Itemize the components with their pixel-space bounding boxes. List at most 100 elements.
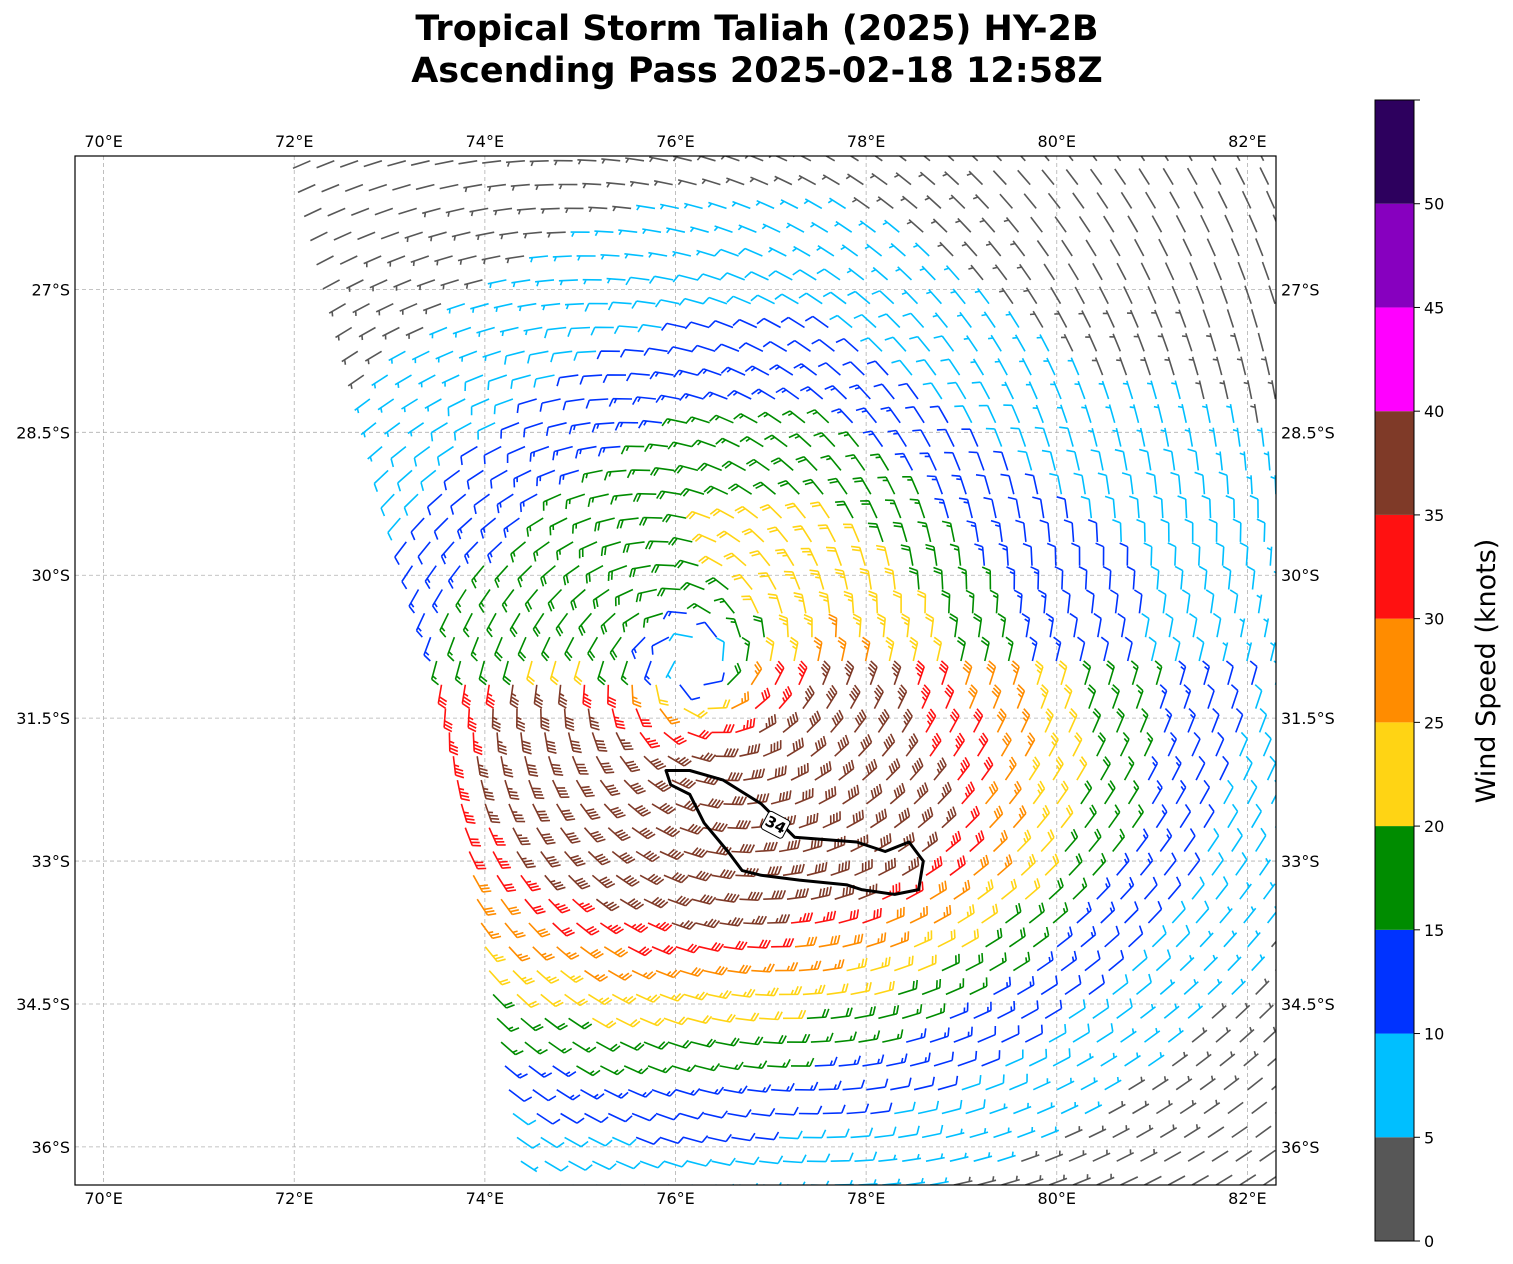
- wind-barb: [1025, 1175, 1044, 1185]
- wind-barb: [568, 1160, 593, 1171]
- wind-barb: [739, 891, 764, 901]
- wind-barb: [600, 541, 622, 557]
- wind-barb: [1172, 636, 1181, 662]
- wind-barb: [824, 385, 848, 400]
- wind-barb: [415, 612, 426, 638]
- wind-barb: [677, 179, 697, 186]
- wind-barb: [1096, 192, 1109, 209]
- wind-barb: [842, 784, 860, 805]
- wind-barb: [614, 588, 634, 607]
- wind-barb: [1247, 1077, 1264, 1091]
- wind-barb: [1263, 618, 1270, 638]
- wind-barb: [573, 350, 597, 361]
- wind-barb: [902, 312, 925, 329]
- wind-barb: [1200, 214, 1210, 233]
- wind-barb: [790, 762, 809, 781]
- wind-barb: [731, 573, 753, 591]
- wind-barb: [905, 733, 919, 757]
- wind-barb: [846, 1103, 870, 1115]
- wind-barb: [1016, 829, 1032, 853]
- wind-barb: [597, 445, 621, 457]
- wind-barb: [463, 279, 483, 289]
- wind-barb: [752, 615, 765, 638]
- wind-barb: [938, 660, 949, 686]
- wind-barb: [950, 288, 966, 305]
- wind-barb: [542, 493, 562, 511]
- wind-barb: [843, 590, 855, 614]
- wind-barb: [1040, 684, 1049, 709]
- wind-barb: [1215, 1174, 1233, 1185]
- wind-barb: [679, 823, 705, 835]
- wind-barb: [551, 779, 570, 799]
- wind-barb: [1116, 998, 1133, 1019]
- wind-barb: [768, 156, 788, 162]
- wind-barb: [509, 612, 521, 638]
- wind-barb: [969, 830, 985, 853]
- wind-barb: [1088, 1125, 1107, 1139]
- wind-barb: [814, 1056, 838, 1067]
- wind-barb: [767, 593, 783, 614]
- wind-barb: [533, 374, 555, 388]
- wind-barb: [1085, 589, 1095, 614]
- wind-barb: [897, 684, 908, 709]
- wind-barb: [499, 326, 519, 337]
- wind-barb: [1041, 449, 1057, 471]
- wind-barb: [1024, 1024, 1043, 1043]
- wind-barb: [663, 731, 687, 746]
- wind-barb: [1259, 1002, 1274, 1019]
- wind-barb: [1258, 708, 1268, 733]
- wind-barb: [850, 982, 872, 996]
- wind-barb: [612, 205, 632, 212]
- wind-barb: [961, 1075, 982, 1091]
- wind-barb: [1140, 1148, 1158, 1162]
- wind-barb: [591, 732, 608, 752]
- wind-barb: [1040, 1126, 1060, 1139]
- wind-barb: [1246, 642, 1253, 662]
- wind-barb: [901, 708, 913, 733]
- wind-barb: [661, 513, 687, 523]
- wind-barb: [596, 350, 620, 360]
- wind-barb: [595, 898, 620, 912]
- wind-barb: [665, 660, 676, 680]
- wind-barb: [962, 660, 973, 686]
- wind-barb: [635, 588, 657, 603]
- wind-barb: [394, 541, 407, 565]
- wind-barb: [933, 757, 947, 781]
- wind-barb: [957, 757, 971, 781]
- wind-barb: [1136, 427, 1146, 447]
- wind-barb: [1013, 589, 1023, 614]
- wind-barb: [1175, 1075, 1193, 1091]
- wind-barb: [716, 637, 725, 662]
- wind-barb: [1239, 731, 1249, 757]
- wind-barb: [310, 231, 328, 242]
- wind-barb: [985, 1074, 1005, 1091]
- wind-barb: [1201, 495, 1212, 519]
- wind-barb: [787, 1181, 806, 1185]
- wind-barb: [568, 874, 591, 890]
- wind-barb: [1068, 1150, 1087, 1162]
- wind-barb: [1144, 1175, 1162, 1185]
- wind-barb: [913, 930, 933, 948]
- wind-barb: [884, 567, 896, 590]
- wind-barb: [1273, 660, 1276, 685]
- colorbar-tick-8: 40: [1424, 402, 1444, 421]
- wind-barb: [443, 469, 461, 491]
- wind-barb: [552, 255, 572, 262]
- wind-barb: [1235, 708, 1244, 733]
- wind-barb: [1111, 684, 1120, 709]
- wind-barb: [1213, 261, 1223, 281]
- wind-barb: [679, 684, 701, 701]
- wind-barb: [810, 1032, 834, 1043]
- wind-barb: [739, 1182, 759, 1185]
- wind-barb: [925, 1003, 946, 1020]
- wind-barb: [411, 350, 430, 364]
- wind-barb: [802, 478, 824, 495]
- wind-barb: [1048, 1174, 1068, 1185]
- wind-barb: [754, 687, 771, 710]
- wind-barb: [1145, 191, 1157, 209]
- wind-barb: [1167, 876, 1182, 900]
- wind-barb: [825, 546, 843, 566]
- wind-barb: [1163, 1151, 1182, 1162]
- wind-barb: [1211, 708, 1220, 733]
